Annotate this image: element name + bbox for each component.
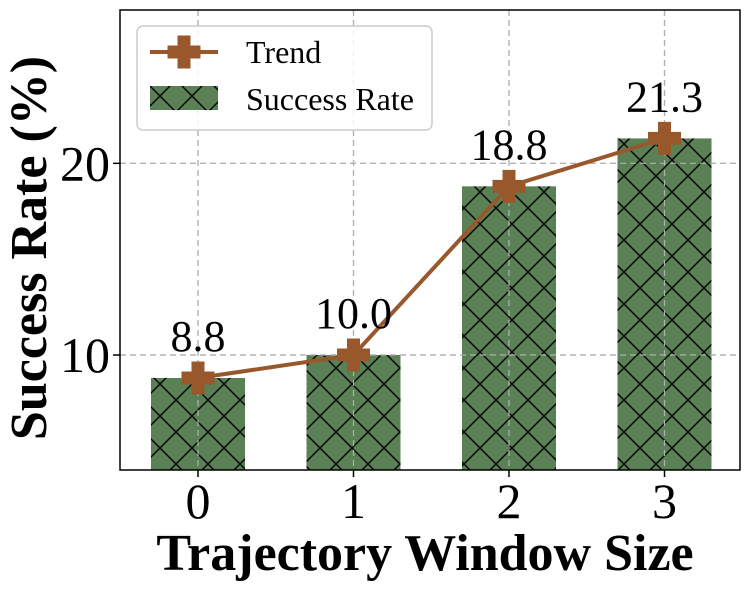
legend-trend-marker <box>167 35 201 69</box>
x-tick-label: 0 <box>186 473 211 529</box>
y-tick-label: 10 <box>60 327 110 383</box>
x-axis-title: Trajectory Window Size <box>156 525 693 582</box>
x-tick-label: 2 <box>497 473 522 529</box>
trend-series <box>181 121 681 395</box>
x-tick-label: 3 <box>652 473 677 529</box>
x-tick-label: 1 <box>341 473 366 529</box>
legend-trend-label: Trend <box>246 34 321 70</box>
data-label: 21.3 <box>626 72 703 121</box>
bar <box>462 186 556 471</box>
trend-marker <box>337 338 370 372</box>
data-labels: 8.8 10.0 18.8 21.3 <box>171 72 704 361</box>
data-label: 10.0 <box>315 289 392 338</box>
trend-marker <box>648 121 681 155</box>
legend-bar-label: Success Rate <box>246 81 414 117</box>
trend-line <box>197 136 666 380</box>
x-axis-ticks: 0 1 2 3 <box>186 470 677 529</box>
data-label: 8.8 <box>171 312 226 361</box>
trend-marker <box>492 169 526 203</box>
plot-frame <box>119 9 741 471</box>
y-tick-label: 20 <box>60 135 110 191</box>
data-label: 18.8 <box>471 120 548 169</box>
y-axis-ticks: 10 20 <box>60 135 120 383</box>
legend: Trend Success Rate <box>136 25 433 131</box>
trend-marker <box>181 361 215 395</box>
y-axis-title: Success Rate (%) <box>1 56 58 440</box>
legend-bar-swatch <box>150 86 218 110</box>
